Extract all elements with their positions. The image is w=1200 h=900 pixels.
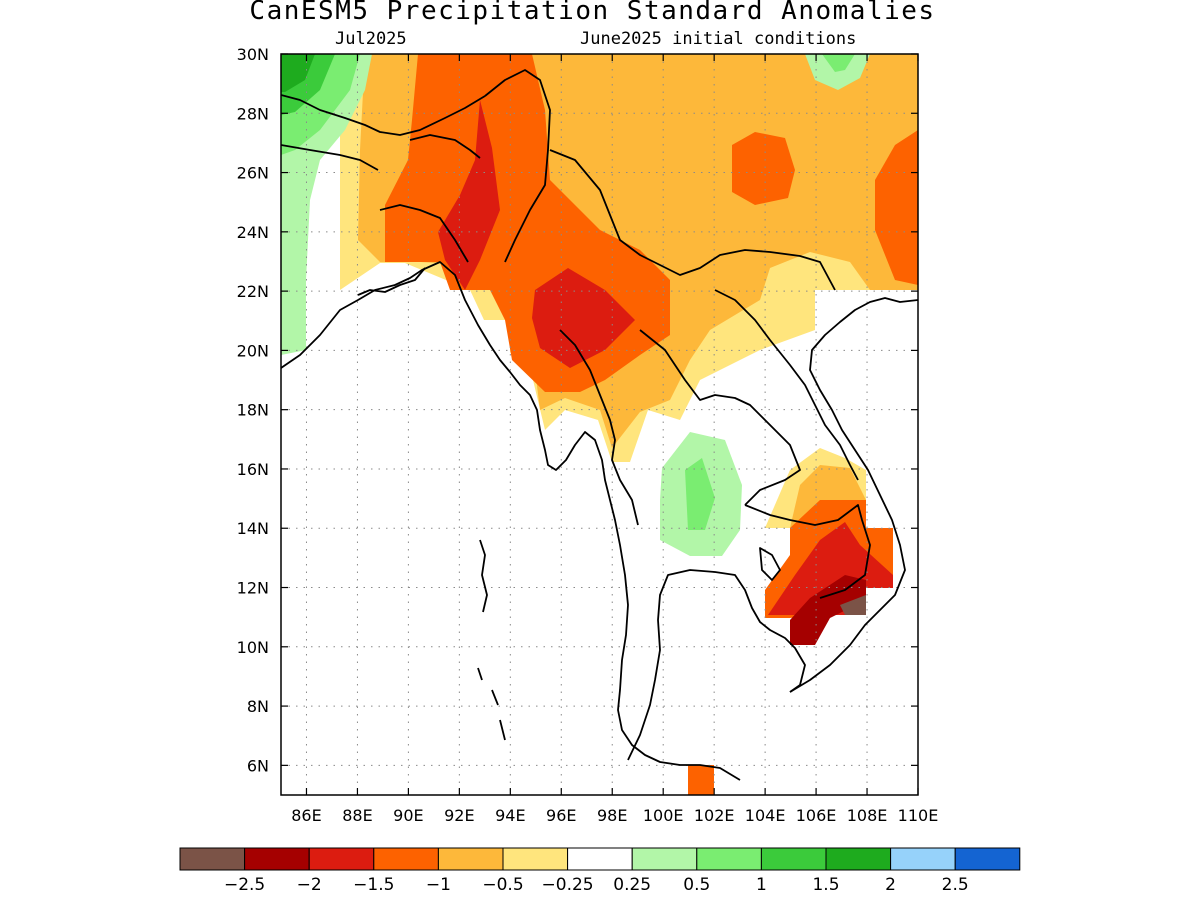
y-tick-label: 18N	[237, 401, 269, 420]
y-tick-label: 28N	[237, 104, 269, 123]
border-cambodia	[744, 504, 871, 599]
colorbar-label: 2.5	[942, 875, 969, 895]
map-frame	[280, 53, 919, 796]
x-tick-label: 86E	[291, 806, 321, 825]
colorbar-swatch	[308, 847, 375, 871]
coastline-bay-of-bengal-east	[281, 261, 741, 781]
anomaly-region-red-central	[532, 268, 635, 368]
colorbar-label: −1.5	[353, 875, 394, 895]
y-tick-label: 12N	[237, 579, 269, 598]
chart-title: CanESM5 Precipitation Standard Anomalies	[249, 0, 936, 26]
anomaly-region-green-north	[822, 54, 855, 72]
x-tick-label: 102E	[694, 806, 735, 825]
y-tick-label: 24N	[237, 223, 269, 242]
coastline-south-china-sea	[789, 297, 918, 693]
x-tick-label: 98E	[597, 806, 627, 825]
border-bhutan	[409, 134, 481, 159]
y-tick-label: 30N	[237, 45, 269, 64]
valid-month-label: Jul2025	[335, 29, 407, 49]
y-tick-label: 14N	[237, 519, 269, 538]
border-bangladesh	[379, 204, 469, 263]
colorbar-swatch	[179, 847, 246, 871]
coastlines-and-borders	[281, 69, 918, 781]
x-tick-label: 96E	[546, 806, 576, 825]
colorbar-swatch	[373, 847, 439, 871]
initial-conditions-label: June2025 initial conditions	[580, 29, 857, 49]
x-tick-label: 88E	[342, 806, 372, 825]
border-himalaya	[281, 94, 486, 136]
colorbar-label: −0.5	[482, 875, 523, 895]
colorbar-label: 1.5	[812, 875, 839, 895]
map-axes: 86E 88E 90E 92E 94E 96E 98E 100E 102E 104E 106E 108…	[237, 45, 939, 825]
anomaly-region-green-central	[685, 458, 715, 530]
x-tick-label: 106E	[796, 806, 837, 825]
colorbar-label: 1	[756, 875, 767, 895]
x-tick-label: 110E	[898, 806, 939, 825]
colorbar-swatch	[437, 847, 504, 871]
coastline-andaman-islands	[477, 539, 506, 741]
colorbar-swatch	[631, 847, 698, 871]
anomaly-region-orange-east	[875, 130, 918, 285]
colorbar-swatch	[244, 847, 310, 871]
colorbar-label: 2	[885, 875, 896, 895]
border-china-south	[549, 149, 836, 291]
y-tick-label: 20N	[237, 341, 269, 360]
colorbar-swatch	[954, 847, 1021, 871]
coastline-tonle-sap	[759, 547, 781, 581]
x-tick-label: 100E	[643, 806, 684, 825]
anomaly-region-orange-south	[688, 765, 714, 795]
x-tick-label: 90E	[393, 806, 423, 825]
coastline-gulf-of-thailand	[627, 569, 806, 761]
y-tick-label: 26N	[237, 164, 269, 183]
coastline-delta	[357, 267, 426, 296]
colorbar-swatch	[825, 847, 892, 871]
anomaly-region-brown-southeast	[840, 595, 866, 615]
x-tick-label: 92E	[444, 806, 474, 825]
y-tick-label: 8N	[247, 697, 269, 716]
anomaly-region-dark-red-southeast	[790, 575, 866, 645]
border-myanmar-north	[484, 69, 551, 263]
x-tick-label: 94E	[495, 806, 525, 825]
anomaly-region-red-north	[438, 100, 500, 290]
border-laos-vietnam	[714, 289, 859, 481]
border-myanmar-thailand	[559, 329, 639, 526]
colorbar-swatch	[890, 847, 956, 871]
anomaly-region-orange-central	[732, 132, 795, 205]
y-tick-label: 22N	[237, 282, 269, 301]
colorbar-swatch	[502, 847, 569, 871]
colorbar-swatch	[696, 847, 762, 871]
x-tick-label: 108E	[847, 806, 888, 825]
anomaly-fields	[281, 54, 918, 795]
anomaly-region-light-green-north	[805, 54, 870, 90]
colorbar-label: −0.25	[542, 875, 594, 895]
colorbar-swatch	[567, 847, 633, 871]
y-tick-label: 6N	[247, 756, 269, 775]
colorbar-label: −1	[426, 875, 451, 895]
colorbar-swatch	[760, 847, 827, 871]
colorbar-label: −2	[297, 875, 322, 895]
y-tick-label: 10N	[237, 638, 269, 657]
colorbar-label: 0.5	[683, 875, 710, 895]
border-india-nepal	[281, 144, 379, 171]
x-tick-label: 104E	[745, 806, 786, 825]
colorbar: −2.5 −2 −1.5 −1 −0.5 −0.25 0.25 0.5 1 1.5 2 2.5	[179, 847, 1021, 895]
anomaly-region-dark-green-northwest	[281, 54, 315, 92]
colorbar-label: 0.25	[613, 875, 651, 895]
border-thailand-laos	[639, 329, 801, 506]
colorbar-label: −2.5	[224, 875, 265, 895]
y-tick-label: 16N	[237, 460, 269, 479]
